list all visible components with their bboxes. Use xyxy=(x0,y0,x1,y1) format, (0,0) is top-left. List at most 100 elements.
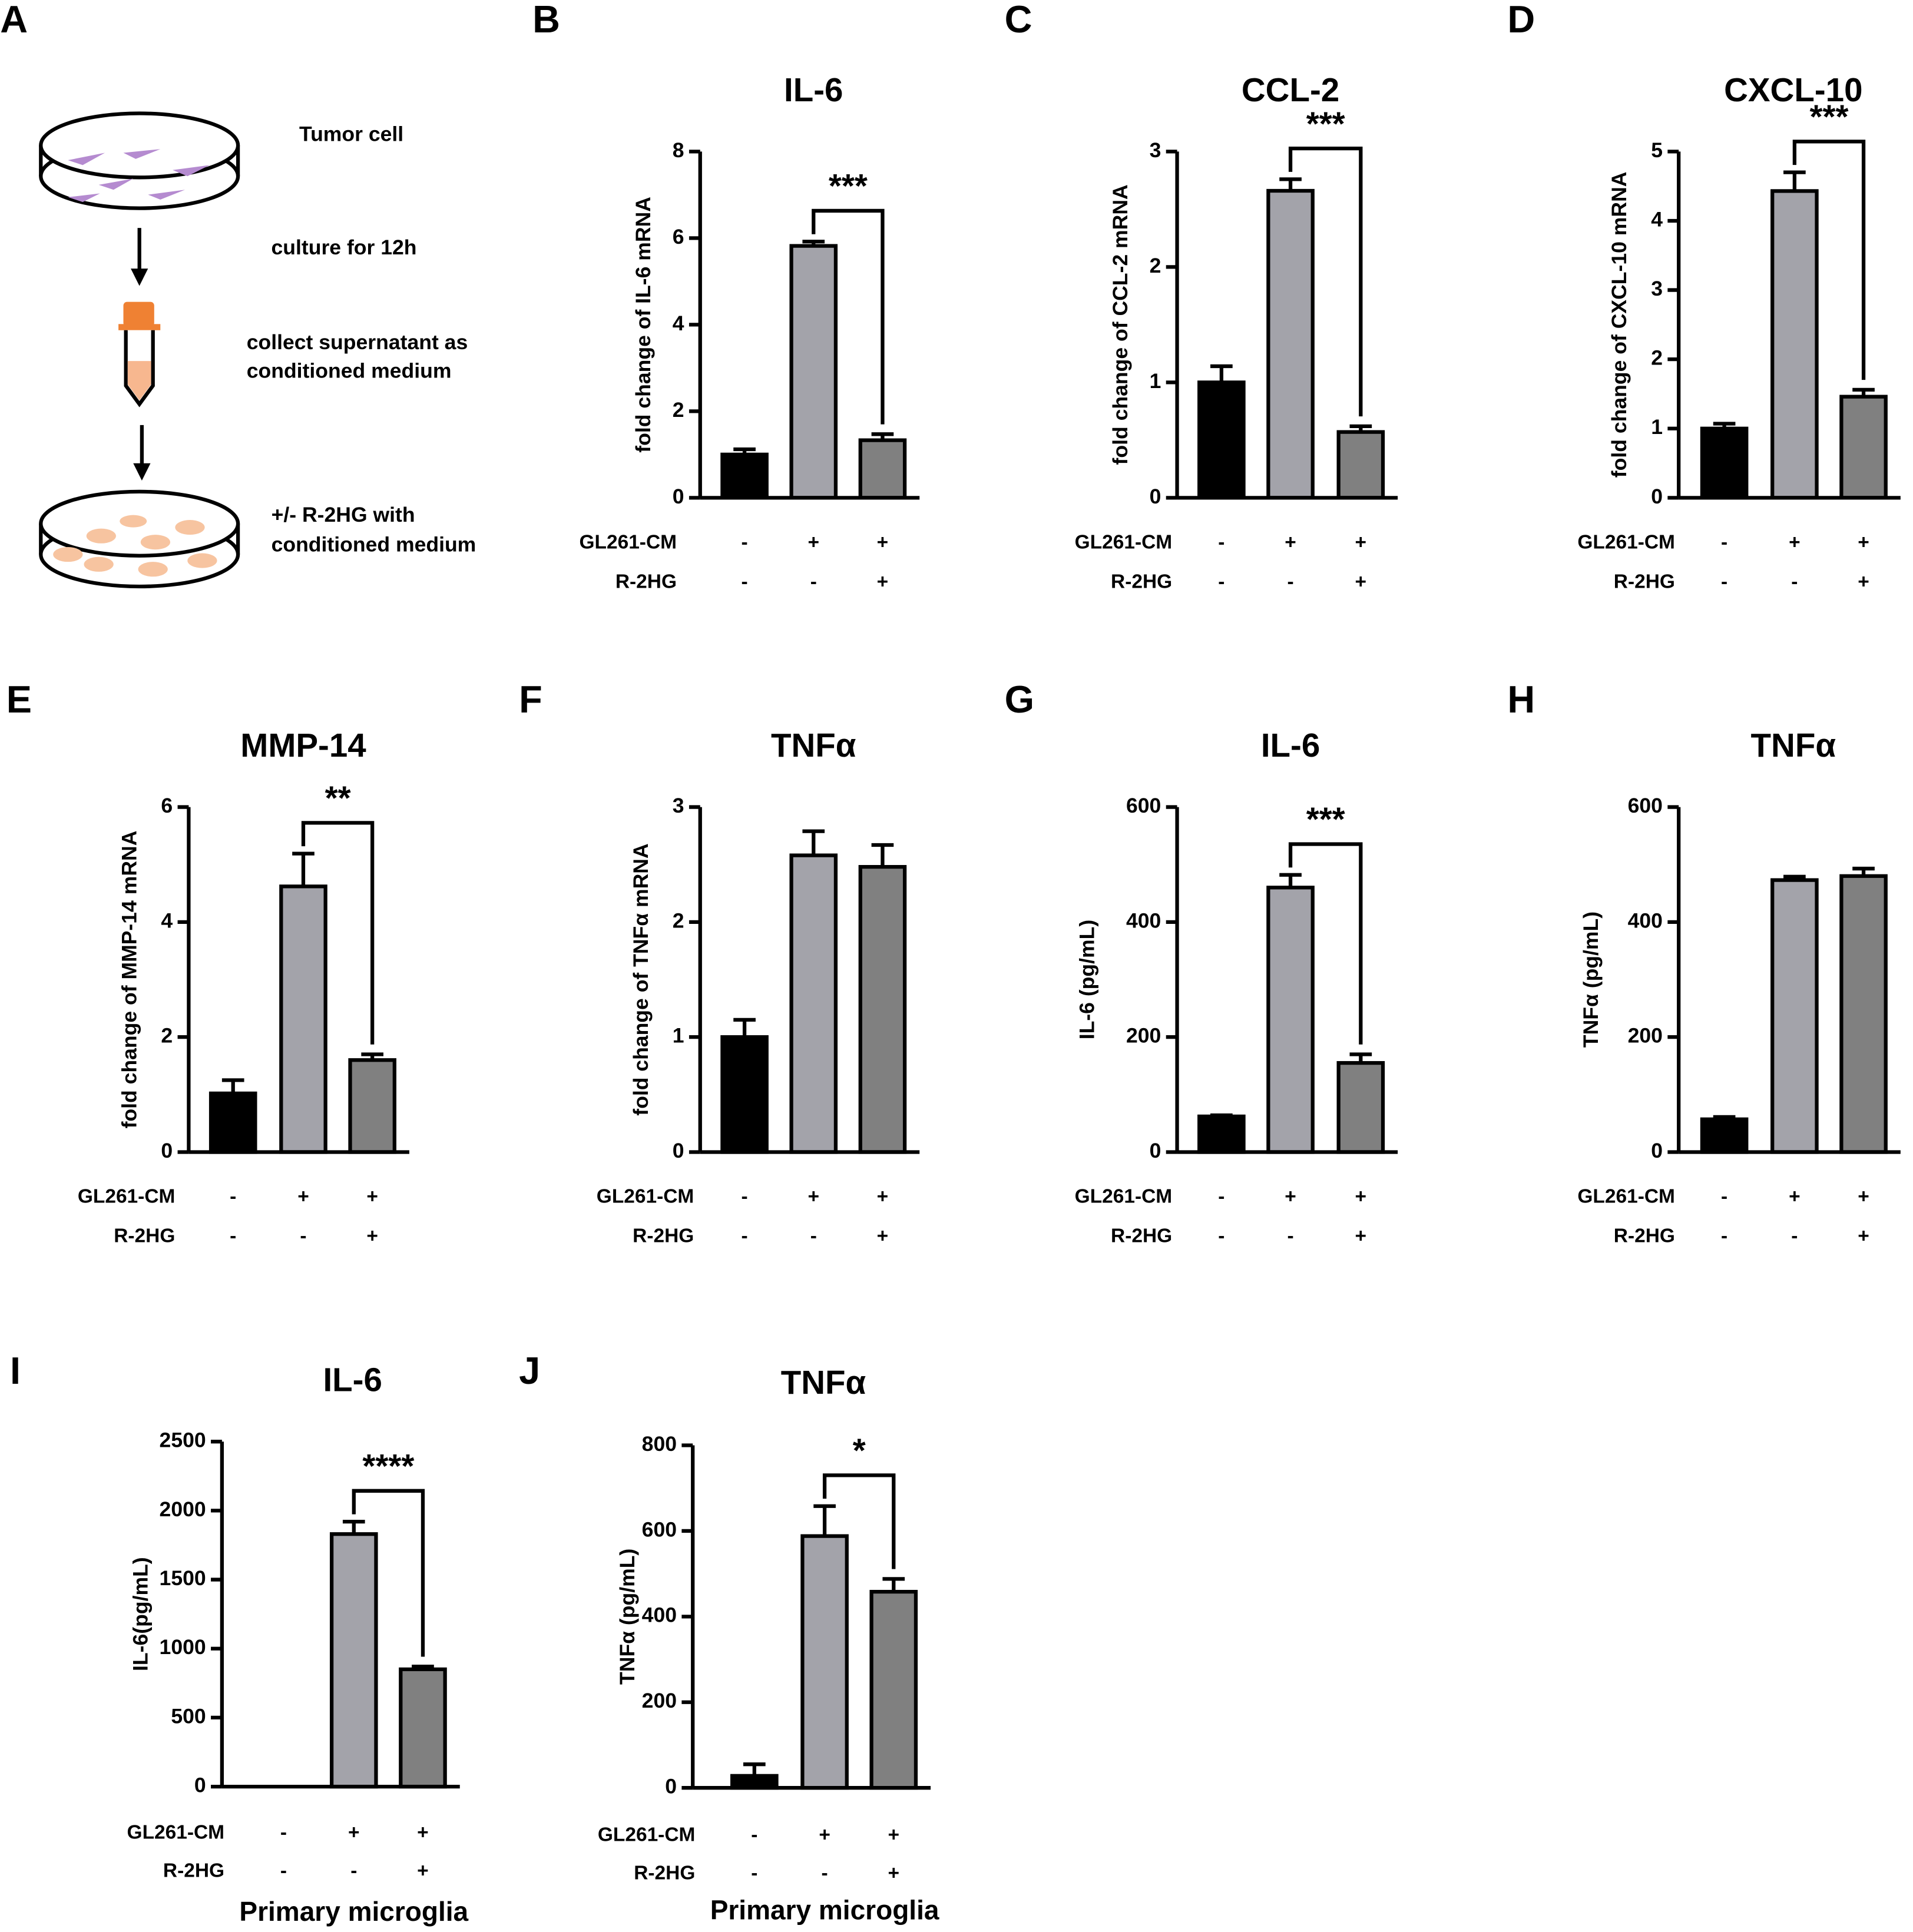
panel-letter: H xyxy=(1507,678,1535,721)
significance-label: * xyxy=(853,1432,866,1469)
condition-label: R-2HG xyxy=(1111,571,1172,593)
condition-sign: - xyxy=(742,532,748,554)
condition-sign: + xyxy=(877,1186,889,1208)
y-axis-label: fold change of MMP-14 mRNA xyxy=(117,831,141,1129)
condition-sign: + xyxy=(888,1824,900,1846)
condition-sign: - xyxy=(300,1225,306,1247)
y-tick-label: 1500 xyxy=(160,1566,206,1590)
condition-sign: + xyxy=(1858,1225,1869,1247)
condition-sign: - xyxy=(1721,1186,1727,1208)
y-tick-label: 400 xyxy=(1628,909,1663,932)
step-text: culture for 12h xyxy=(272,236,417,259)
y-tick-label: 500 xyxy=(171,1704,206,1728)
condition-sign: - xyxy=(742,1225,748,1247)
y-tick-label: 0 xyxy=(673,485,684,508)
condition-sign: - xyxy=(822,1862,828,1884)
significance-bracket xyxy=(822,1473,896,1569)
bar xyxy=(869,1590,918,1790)
y-tick-label: 600 xyxy=(1628,794,1663,817)
condition-label: GL261-CM xyxy=(78,1186,176,1208)
significance-bracket xyxy=(1288,842,1363,1045)
microglia-cells xyxy=(53,515,217,577)
condition-sign: + xyxy=(888,1862,900,1884)
bar xyxy=(1336,1061,1385,1154)
chart-panel: - - + - + + GL261-CM R-2HG 0 1 2 3 C CCL-2 fold change… xyxy=(1005,0,1398,593)
y-tick-label: 0 xyxy=(161,1139,173,1162)
condition-label: GL261-CM xyxy=(127,1821,225,1843)
chart-title: CXCL-10 xyxy=(1724,71,1862,108)
condition-sign: - xyxy=(1791,1225,1798,1247)
y-tick-label: 0 xyxy=(1150,1139,1161,1162)
y-axis-label: IL-6 (pg/mL) xyxy=(1075,920,1098,1039)
bar xyxy=(858,438,907,500)
tube-cap xyxy=(123,301,154,327)
y-tick-label: 6 xyxy=(673,225,684,248)
y-tick-label: 600 xyxy=(1126,794,1161,817)
condition-label: GL261-CM xyxy=(1075,532,1173,554)
condition-label: GL261-CM xyxy=(1075,1186,1173,1208)
panel-letter: C xyxy=(1005,0,1032,41)
bar xyxy=(1336,430,1385,500)
y-tick-label: 2 xyxy=(673,909,684,932)
panel-letter: B xyxy=(532,0,560,41)
condition-sign: - xyxy=(810,1225,817,1247)
condition-label: R-2HG xyxy=(1614,571,1675,593)
chart-panel: - - + - + + GL261-CM R-2HG 0 200 400 600 H TNFα TNFα (… xyxy=(1507,678,1901,1247)
condition-label: R-2HG xyxy=(1111,1225,1172,1247)
y-tick-label: 4 xyxy=(1651,207,1663,231)
condition-sign: + xyxy=(366,1186,378,1208)
significance-label: *** xyxy=(829,167,868,204)
condition-sign: - xyxy=(742,1186,748,1208)
condition-label: GL261-CM xyxy=(1577,1186,1675,1208)
significance-label: *** xyxy=(1809,98,1848,135)
y-tick-label: 2 xyxy=(161,1024,173,1048)
y-tick-label: 200 xyxy=(642,1689,677,1712)
significance-bracket xyxy=(1288,146,1363,417)
y-axis-label: fold change of CXCL-10 mRNA xyxy=(1607,172,1631,478)
bar xyxy=(1700,426,1749,500)
condition-sign: + xyxy=(877,571,889,593)
y-axis-label: fold change of IL-6 mRNA xyxy=(631,197,655,453)
panel-letter: A xyxy=(0,0,28,41)
condition-sign: - xyxy=(230,1225,236,1247)
chart-panel: - - + - + + GL261-CM R-2HG 0 1 2 3 F TNFα fold change … xyxy=(519,678,920,1247)
condition-sign: + xyxy=(1285,1186,1296,1208)
bar xyxy=(208,1091,257,1154)
y-tick-label: 2000 xyxy=(160,1497,206,1521)
y-tick-label: 800 xyxy=(642,1432,677,1456)
bar xyxy=(789,244,838,500)
condition-sign: - xyxy=(1721,571,1727,593)
chart-title: TNFα xyxy=(781,1364,866,1401)
bar xyxy=(1700,1117,1749,1154)
bar xyxy=(720,452,769,500)
condition-sign: + xyxy=(1355,571,1367,593)
chart-panel: - - + - + + GL261-CM R-2HG 0 1 2 3 4 5 D CXCL-10 fold ch… xyxy=(1507,0,1901,593)
condition-sign: - xyxy=(280,1860,287,1881)
significance-bracket xyxy=(1792,140,1866,380)
condition-sign: + xyxy=(1858,532,1869,554)
panel-letter: J xyxy=(519,1349,540,1392)
schematic: A Tumor cell culture for 12h collect sup… xyxy=(0,0,476,589)
bar xyxy=(348,1058,396,1154)
y-axis-label: fold change of TNFα mRNA xyxy=(629,843,653,1115)
bar xyxy=(858,864,907,1154)
x-axis-label: Primary microglia xyxy=(710,1895,939,1926)
x-axis-label: Primary microglia xyxy=(239,1896,468,1927)
y-axis-label: TNFα (pg/mL) xyxy=(615,1549,639,1685)
y-tick-label: 2 xyxy=(1150,254,1161,277)
y-tick-label: 200 xyxy=(1628,1024,1663,1048)
y-tick-label: 3 xyxy=(1150,138,1161,162)
bar xyxy=(329,1532,378,1789)
condition-sign: - xyxy=(1287,571,1293,593)
y-tick-label: 1000 xyxy=(160,1635,206,1659)
arrow-head xyxy=(133,463,151,481)
condition-sign: - xyxy=(751,1862,757,1884)
panel-letter: F xyxy=(519,678,542,721)
y-tick-label: 0 xyxy=(194,1773,206,1797)
y-tick-label: 0 xyxy=(1651,485,1663,508)
condition-sign: + xyxy=(1285,532,1296,554)
y-tick-label: 400 xyxy=(1126,909,1161,932)
significance-bracket xyxy=(352,1489,425,1657)
condition-label: GL261-CM xyxy=(1577,532,1675,554)
bar xyxy=(800,1534,849,1790)
